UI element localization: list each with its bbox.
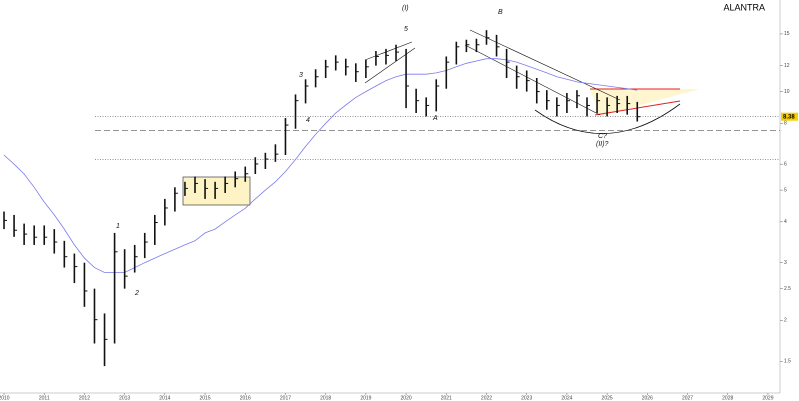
annotation: 5 [404, 26, 408, 33]
x-tick-label: 2023 [521, 395, 532, 401]
x-tick-label: 2016 [240, 395, 251, 401]
x-tick-label: 2012 [79, 395, 90, 401]
annotation: (II)? [596, 141, 609, 148]
wedge-line [364, 41, 413, 61]
annotation: 4 [306, 117, 310, 124]
moving-average [3, 58, 638, 273]
x-tick-label: 2029 [762, 395, 773, 401]
x-tick-label: 2028 [722, 395, 733, 401]
y-tick-label: 12 [784, 63, 790, 69]
annotation: 2 [134, 290, 139, 297]
chart-title: ALANTRA [723, 2, 765, 12]
x-tick-label: 2018 [320, 395, 331, 401]
x-tick-label: 2022 [481, 395, 492, 401]
y-tick-label: 8 [784, 121, 787, 127]
x-tick-label: 2010 [0, 395, 10, 401]
x-tick-label: 2017 [280, 395, 291, 401]
annotation: B [498, 9, 503, 16]
annotation: C? [598, 133, 607, 140]
price-tag-label: 8.38 [783, 114, 795, 120]
annotation: 1 [116, 223, 120, 230]
y-tick-label: 4 [784, 219, 787, 225]
y-tick-label: 2.5 [784, 286, 791, 292]
y-tick-label: 10 [784, 89, 790, 95]
x-tick-label: 2014 [159, 395, 170, 401]
x-tick-label: 2019 [360, 395, 371, 401]
annotation: A [432, 115, 438, 122]
bottom-arc [534, 103, 681, 134]
x-tick-label: 2013 [119, 395, 130, 401]
y-tick-label: 6 [784, 162, 787, 168]
y-tick-label: 5 [784, 187, 787, 193]
x-tick-label: 2011 [39, 395, 50, 401]
wedge-line [364, 47, 416, 84]
consolidation-box [182, 176, 251, 206]
price-tag [781, 112, 798, 121]
y-tick-label: 15 [784, 31, 790, 37]
x-tick-label: 2027 [682, 395, 693, 401]
x-tick-label: 2015 [199, 395, 210, 401]
annotation: 3 [299, 72, 303, 79]
channel-line [464, 44, 601, 116]
x-tick-label: 2025 [602, 395, 613, 401]
x-tick-label: 2021 [441, 395, 452, 401]
x-tick-label: 2024 [561, 395, 572, 401]
channel-line [469, 29, 621, 101]
x-tick-label: 2020 [401, 395, 412, 401]
annotation: (I) [402, 5, 409, 12]
y-tick-label: 3 [784, 260, 787, 266]
x-tick-label: 2026 [642, 395, 653, 401]
y-tick-label: 1.5 [784, 359, 791, 365]
y-tick-label: 2 [784, 318, 787, 324]
